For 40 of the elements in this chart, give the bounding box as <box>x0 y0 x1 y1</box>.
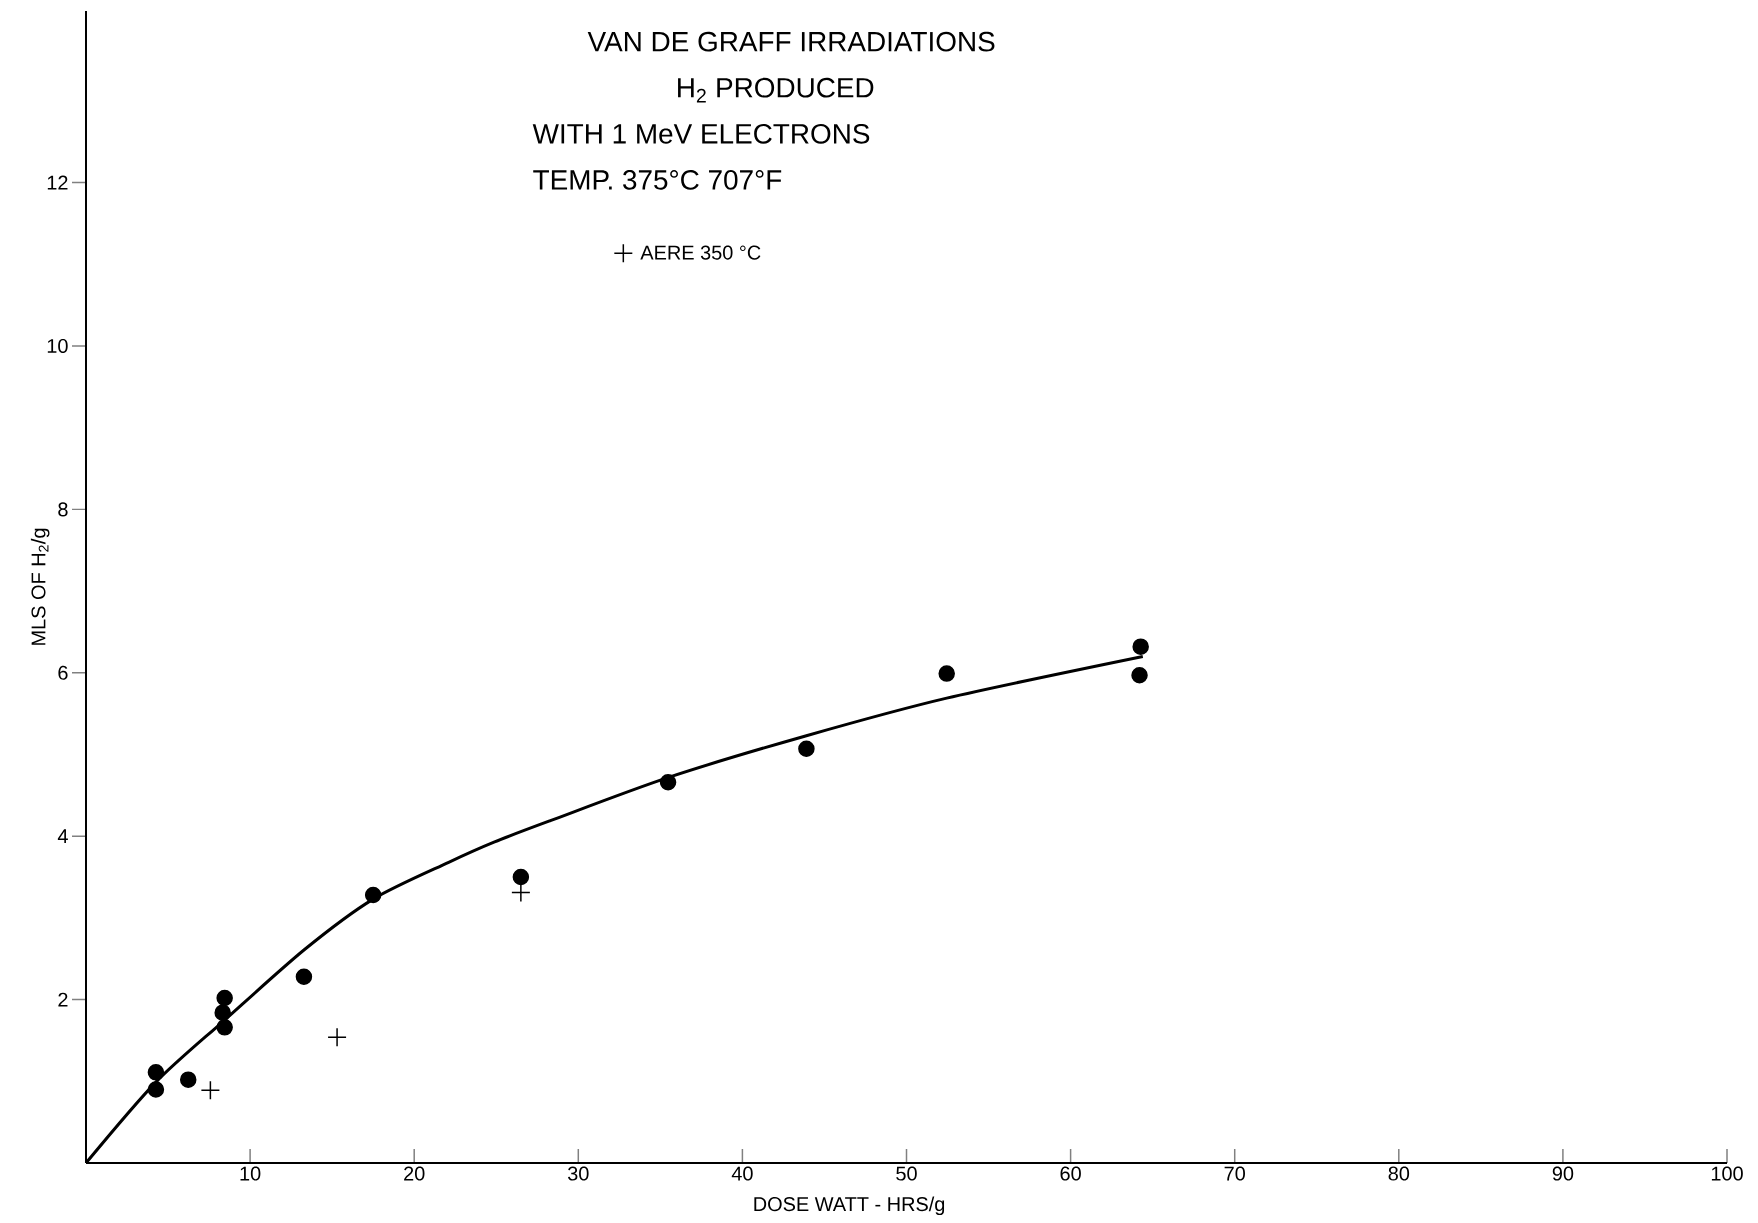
x-tick-label: 10 <box>240 1166 261 1181</box>
y-tick-label: 4 <box>57 829 68 844</box>
x-tick-label: 70 <box>1224 1166 1245 1181</box>
y-tick-label: 12 <box>47 175 68 190</box>
point <box>216 989 233 1007</box>
x-tick-label: 100 <box>1711 1166 1743 1181</box>
point <box>659 774 677 791</box>
point <box>798 740 815 758</box>
x-axis-title: DOSE WATT - HRS/g <box>754 1196 945 1216</box>
y-tick-label: 2 <box>58 992 68 1007</box>
point <box>327 1027 347 1047</box>
text: VAN DE GRAFF IRRADIATIONS <box>587 31 995 52</box>
point <box>938 665 955 682</box>
point <box>147 1081 165 1098</box>
point <box>511 882 531 903</box>
point <box>512 868 530 886</box>
point <box>179 1071 197 1088</box>
point <box>1132 638 1149 655</box>
x-tick-label: 20 <box>404 1166 425 1181</box>
text: H$_{2}$ PRODUCED <box>678 77 874 103</box>
point <box>364 886 382 904</box>
point <box>147 1064 165 1081</box>
y-tick-label: 10 <box>47 338 68 354</box>
annotation: TEMP. 375°C 707°F <box>533 170 782 190</box>
legend-label: AERE 350 °C <box>640 245 761 260</box>
point <box>216 1019 233 1036</box>
x-tick-label: 60 <box>1060 1166 1081 1181</box>
y-axis-title: MLS OF H$_{2}$/g <box>30 528 50 645</box>
annotation: WITH 1 MeV ELECTRONS <box>532 123 870 144</box>
y-tick-label: 6 <box>58 665 68 680</box>
x-tick-label: 80 <box>1388 1166 1410 1181</box>
y-tick-label: 8 <box>58 502 68 517</box>
point <box>214 1004 231 1021</box>
x-tick-label: 90 <box>1552 1166 1574 1181</box>
point <box>200 1080 221 1101</box>
x-tick-label: 30 <box>567 1166 589 1181</box>
x-tick-label: 50 <box>896 1166 917 1181</box>
point <box>295 968 313 985</box>
point <box>1131 666 1148 684</box>
x-tick-label: 40 <box>731 1166 753 1181</box>
